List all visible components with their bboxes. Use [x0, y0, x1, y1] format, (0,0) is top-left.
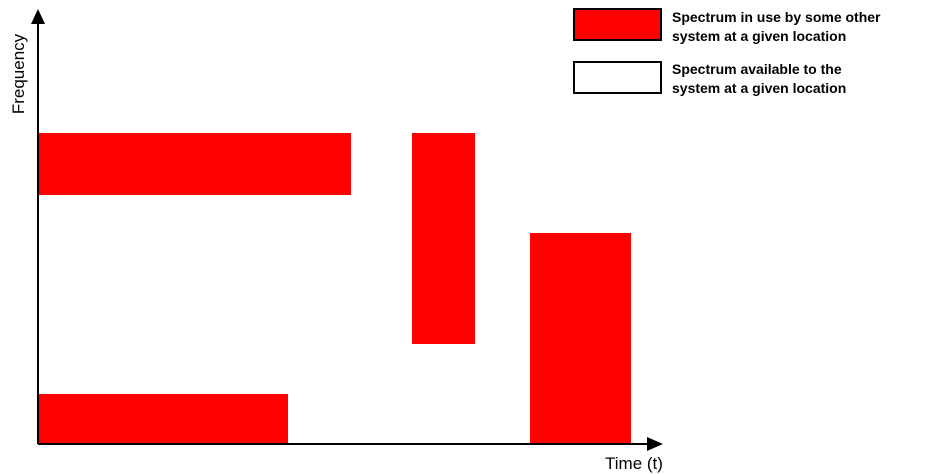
legend-available-line-2: system at a given location	[672, 80, 846, 96]
legend: Spectrum in use by some other system at …	[573, 8, 881, 96]
legend-swatch-available	[573, 61, 662, 94]
legend-in-use-line-1: Spectrum in use by some other	[672, 9, 881, 25]
x-axis-arrow-icon	[647, 437, 663, 451]
x-axis-label: Time (t)	[605, 454, 663, 473]
occupied-block-1	[38, 133, 351, 195]
occupied-block-3	[530, 233, 631, 444]
axes	[31, 9, 663, 451]
occupied-block-4	[38, 394, 288, 444]
legend-available-line-1: Spectrum available to the	[672, 61, 842, 77]
y-axis-arrow-icon	[31, 9, 45, 24]
y-axis-label: Frequency	[9, 33, 28, 114]
occupied-blocks	[38, 133, 631, 444]
occupied-block-2	[412, 133, 475, 344]
legend-swatch-in-use	[573, 8, 662, 41]
legend-in-use-line-2: system at a given location	[672, 28, 846, 44]
